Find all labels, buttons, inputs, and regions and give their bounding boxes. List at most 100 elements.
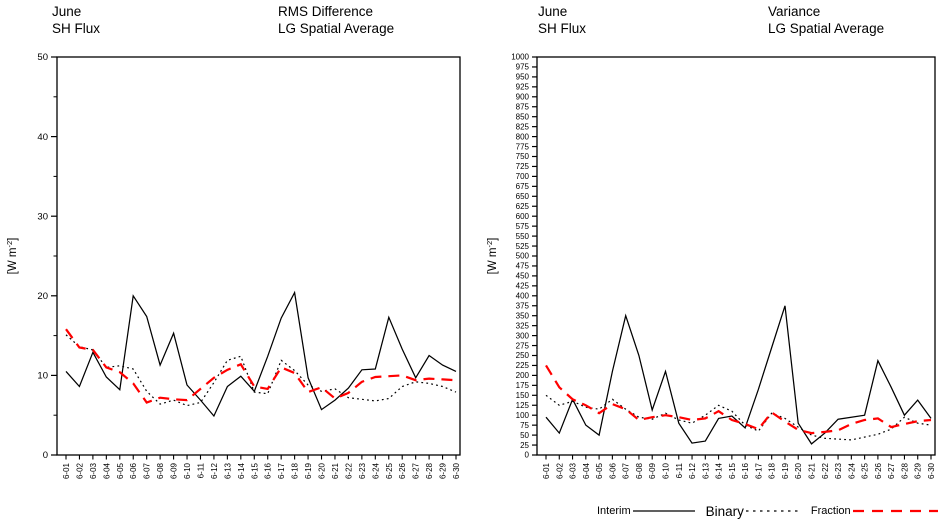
y-tick-label: 825 [516, 122, 530, 131]
x-tick-label: 6-23 [834, 462, 843, 479]
x-tick-label: 6-05 [595, 462, 604, 479]
x-tick-label: 6-22 [344, 462, 353, 479]
chart1-subtitle: June SH Flux [52, 3, 100, 37]
x-tick-label: 6-07 [622, 462, 631, 479]
x-tick-label: 6-12 [210, 462, 219, 479]
x-tick-label: 6-19 [304, 462, 313, 479]
y-tick-label: 500 [516, 252, 530, 261]
x-tick-label: 6-03 [89, 462, 98, 479]
x-tick-label: 6-26 [398, 462, 407, 479]
y-tick-label: 30 [37, 211, 48, 222]
x-tick-label: 6-24 [371, 462, 380, 479]
y-tick-label: 50 [520, 431, 529, 440]
y-tick-label: 650 [516, 192, 530, 201]
legend: Interim Binary Fraction [597, 501, 939, 521]
y-tick-label: 125 [516, 401, 530, 410]
x-tick-label: 6-07 [143, 462, 152, 479]
y-tick-label: 900 [516, 93, 530, 102]
x-tick-label: 6-11 [675, 462, 684, 478]
x-tick-label: 6-21 [808, 462, 817, 479]
y-tick-label: 20 [37, 291, 48, 302]
series-line-fraction [545, 364, 932, 435]
x-tick-label: 6-27 [887, 462, 896, 479]
y-tick-label: 275 [516, 341, 530, 350]
y-axis-title: [W m-2] [485, 238, 499, 275]
y-tick-label: 175 [516, 381, 530, 390]
y-tick-label: 375 [516, 301, 530, 310]
rms-difference-chart: 0 10 20 30 40 50 6-01 6-02 6-03 6-04 6-05 6-06 6-07 6… [5, 52, 461, 479]
y-tick-label: 400 [516, 292, 530, 301]
y-tick-label: 1000 [511, 53, 529, 62]
y-tick-label: 0 [525, 451, 530, 460]
x-tick-label: 6-11 [196, 462, 205, 478]
x-tick-label: 6-20 [794, 462, 803, 479]
x-tick-label: 6-18 [768, 462, 777, 479]
legend-label-binary: Binary [705, 503, 744, 519]
chart2-title-line1: Variance [768, 4, 821, 19]
y-tick-label: 475 [516, 262, 530, 271]
y-tick-label: 525 [516, 242, 530, 251]
chart2-title-line2: LG Spatial Average [768, 21, 885, 36]
series-line-fraction [65, 328, 457, 404]
legend-line-solid-icon [632, 510, 695, 512]
y-tick-label: 875 [516, 102, 530, 111]
x-tick-label: 6-29 [914, 462, 923, 479]
y-tick-label: 575 [516, 222, 530, 231]
y-tick-label: 775 [516, 142, 530, 151]
x-tick-label: 6-22 [821, 462, 830, 479]
x-tick-label: 6-06 [608, 462, 617, 479]
x-tick-label: 6-04 [102, 462, 111, 479]
x-tick-label: 6-08 [156, 462, 165, 479]
y-tick-label: 50 [37, 52, 48, 63]
x-tick-label: 6-15 [250, 462, 259, 479]
legend-label-fraction: Fraction [810, 505, 851, 517]
x-tick-label: 6-28 [900, 462, 909, 479]
y-tick-label: 300 [516, 331, 530, 340]
y-tick-label: 925 [516, 83, 530, 92]
y-tick-label: 25 [520, 441, 529, 450]
x-tick-label: 6-04 [582, 462, 591, 479]
x-tick-label: 6-18 [291, 462, 300, 479]
x-tick-label: 6-25 [861, 462, 870, 479]
x-tick-label: 6-23 [358, 462, 367, 479]
variance-chart: 0255075100125150175200225250275300325350… [485, 53, 936, 479]
y-tick-label: 0 [43, 450, 48, 461]
x-tick-label: 6-02 [555, 462, 564, 479]
x-tick-label: 6-12 [688, 462, 697, 479]
x-tick-label: 6-25 [385, 462, 394, 479]
x-tick-label: 6-29 [439, 462, 448, 479]
chart1-subtitle-line2: SH Flux [52, 21, 101, 36]
plot-border [536, 56, 936, 456]
y-tick-label: 675 [516, 182, 530, 191]
x-tick-label: 6-01 [542, 462, 551, 479]
plot-border [56, 56, 461, 456]
x-tick-label: 6-14 [237, 462, 246, 479]
x-tick-label: 6-13 [223, 462, 232, 479]
y-tick-label: 975 [516, 63, 530, 72]
y-tick-label: 225 [516, 361, 530, 370]
y-tick-label: 950 [516, 73, 530, 82]
x-tick-label: 6-17 [277, 462, 286, 479]
x-tick-label: 6-16 [264, 462, 273, 479]
x-tick-label: 6-03 [569, 462, 578, 479]
x-tick-label: 6-26 [874, 462, 883, 479]
legend-line-dotted-icon [745, 510, 802, 512]
y-tick-label: 350 [516, 311, 530, 320]
legend-label-interim: Interim [597, 505, 631, 517]
x-tick-label: 6-17 [754, 462, 763, 479]
legend-item-interim: Interim [597, 505, 697, 517]
legend-item-binary: Binary [706, 504, 804, 519]
x-tick-label: 6-13 [701, 462, 710, 479]
x-tick-label: 6-27 [412, 462, 421, 479]
y-tick-label: 725 [516, 162, 530, 171]
y-tick-label: 850 [516, 112, 530, 121]
y-tick-label: 200 [516, 371, 530, 380]
x-tick-label: 6-10 [661, 462, 670, 479]
chart1-title: RMS Difference LG Spatial Average [278, 3, 394, 37]
x-tick-label: 6-24 [847, 462, 856, 479]
x-tick-label: 6-28 [425, 462, 434, 479]
x-tick-label: 6-09 [648, 462, 657, 479]
y-tick-label: 750 [516, 152, 530, 161]
y-tick-label: 10 [37, 371, 48, 382]
x-tick-label: 6-20 [318, 462, 327, 479]
